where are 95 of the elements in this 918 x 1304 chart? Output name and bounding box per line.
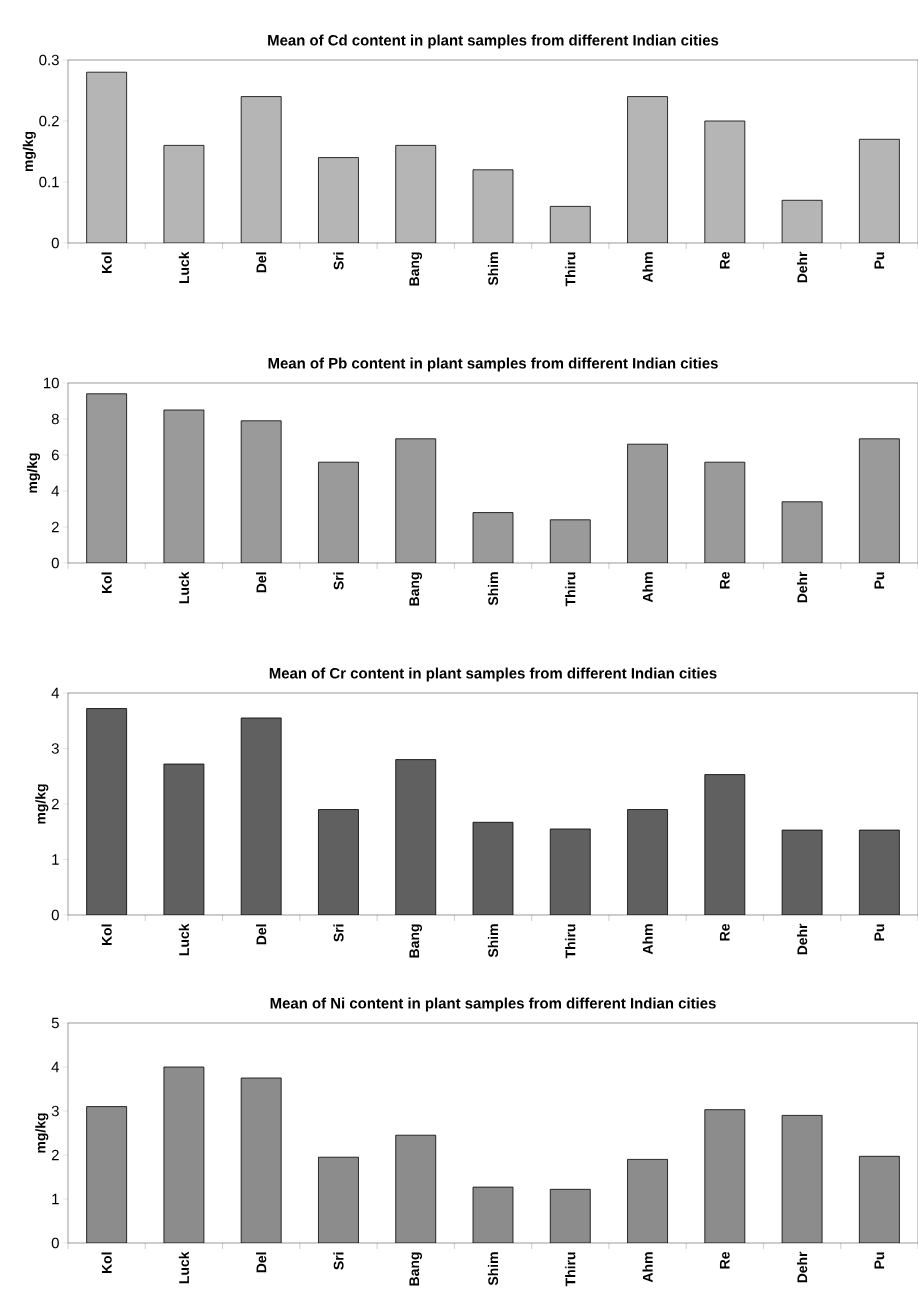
bar [395,144,437,243]
x-tick-label: Dehr [796,571,808,603]
bar [858,138,900,243]
bar [163,144,205,243]
y-tick-label: 4 [51,687,60,699]
bar [781,1115,823,1243]
x-tick-label: Luck [178,1251,190,1284]
y-tick-label: 0.2 [39,115,59,127]
x-tick-label: Kol [101,924,112,946]
x-tick-label: Pu [874,572,885,589]
x-tick-label: Bang [409,252,422,286]
bar [240,1077,282,1243]
bar [395,1134,437,1243]
x-tick-label: Kol [101,1252,112,1274]
x-tick-label: Ahm [642,1252,653,1283]
y-axis-title: mg/kg [26,453,41,493]
y-tick-label: 10 [44,377,59,389]
x-tick-label: Re [719,1252,730,1269]
bar [163,1066,205,1243]
y-axis-title: mg/kg [35,784,49,824]
x-tick-label: Thiru [565,1252,576,1287]
y-tick-label: 5 [51,1017,59,1029]
bar [318,157,359,243]
y-tick-label: 2 [51,798,59,810]
bar [627,96,668,243]
y-tick-label: 0 [51,237,59,249]
x-tick-label: Shim [487,572,499,606]
x-tick-label: Re [719,571,730,589]
y-tick-label: 4 [51,485,60,497]
y-tick-label: 0.1 [39,176,59,188]
x-tick-label: Del [256,1252,267,1273]
y-tick-label: 0 [51,1237,59,1249]
x-tick-label: Pu [874,924,885,941]
x-tick-label: Shim [487,924,499,958]
x-tick-label: Ahm [642,572,653,603]
bar [86,1106,128,1243]
y-tick-label: 4 [51,1061,60,1073]
x-tick-label: Shim [487,252,499,286]
y-tick-label: 8 [51,413,59,425]
y-axis-title: mg/kg [22,131,36,172]
x-tick-label: Luck [178,251,190,284]
x-tick-label: Pu [874,252,885,269]
x-tick-label: Luck [178,571,190,604]
x-tick-label: Re [719,923,730,941]
x-tick-label: Pu [874,1252,885,1269]
bar [549,1188,591,1243]
x-tick-label: Del [256,924,267,945]
x-tick-label: Sri [333,924,344,942]
bar [86,71,128,243]
chart-title: Mean of Cd content in plant samples from different Indian cities [268,34,719,49]
y-tick-label: 1 [52,854,59,865]
y-tick-label: 1 [52,1193,59,1205]
x-tick-label: Dehr [796,923,808,955]
x-tick-label: Shim [487,1252,499,1286]
chart-title: Mean of Pb content in plant samples from different Indian cities [268,357,718,372]
x-tick-label: Thiru [565,924,576,959]
x-tick-label: Dehr [796,1251,808,1283]
bar [549,205,591,243]
bar [704,120,746,243]
bar [781,199,823,243]
bar [704,1109,746,1243]
x-tick-label: Sri [333,1252,344,1270]
x-tick-label: Bang [409,924,422,958]
bar [318,1156,359,1243]
chart-title: Mean of Cr content in plant samples from different Indian cities [269,667,717,682]
y-tick-label: 0 [51,909,59,921]
x-tick-label: Kol [101,572,112,594]
bar [627,1159,668,1243]
y-tick-label: 2 [51,521,59,533]
x-tick-label: Thiru [565,572,576,607]
y-tick-label: 0.3 [39,54,59,66]
bar [858,1155,900,1243]
chart-title: Mean of Ni content in plant samples from different Indian cities [270,997,716,1012]
x-tick-label: Luck [178,923,190,956]
y-tick-label: 3 [51,743,59,754]
bar [240,96,282,243]
x-tick-label: Del [256,572,267,593]
x-tick-label: Del [256,252,267,273]
x-tick-label: Ahm [642,924,653,955]
x-tick-label: Bang [409,1252,423,1286]
y-tick-label: 6 [51,449,59,461]
bar [472,169,514,243]
bar [472,1186,514,1243]
y-tick-label: 2 [51,1149,59,1161]
y-axis-title: mg/kg [35,1113,49,1153]
x-tick-label: Re [719,251,730,269]
x-tick-label: Bang [409,572,423,606]
x-tick-label: Sri [333,572,344,590]
x-tick-label: Kol [101,252,112,274]
x-tick-label: Sri [333,252,344,270]
x-tick-label: Thiru [565,252,576,287]
x-tick-label: Dehr [796,251,808,283]
y-tick-label: 0 [51,557,59,569]
x-tick-label: Ahm [642,252,653,283]
y-tick-label: 3 [51,1105,59,1117]
